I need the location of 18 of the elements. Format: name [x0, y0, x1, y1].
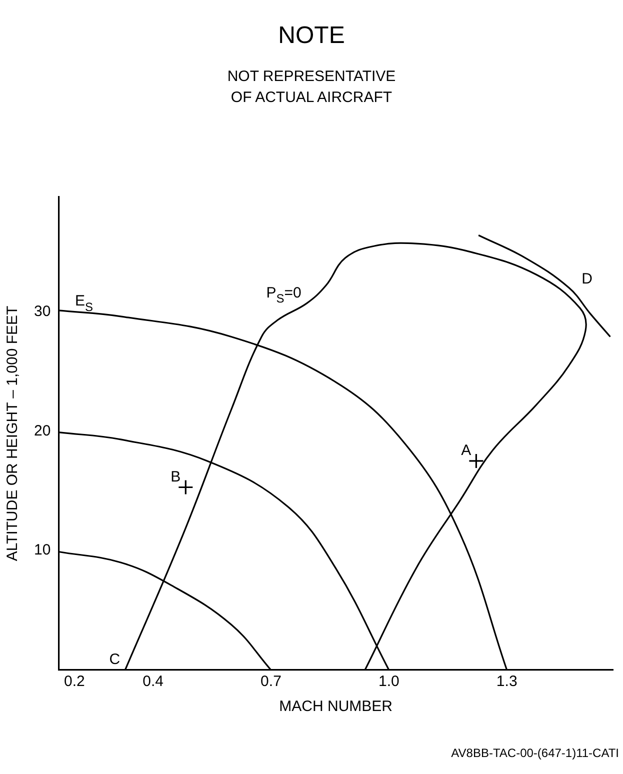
- annotation: A: [461, 442, 472, 459]
- line-series: [478, 234, 612, 338]
- x-tick-label: 1.3: [496, 673, 518, 690]
- y-tick-label: 20: [34, 422, 51, 440]
- x-axis-title: MACH NUMBER: [279, 698, 393, 716]
- x-tick-label: 0.7: [260, 673, 282, 690]
- y-tick-label: 10: [34, 542, 51, 559]
- annotation: C: [109, 651, 120, 668]
- y-axis-title: ALTITUDE OR HEIGHT – 1,000 FEET: [4, 306, 22, 562]
- x-tick-label: 0.4: [142, 673, 164, 690]
- y-tick-label: 30: [34, 302, 51, 320]
- x-tick-label: 1.0: [378, 673, 400, 690]
- annotation: D: [582, 270, 593, 288]
- chart-subtitle: NOT REPRESENTATIVE OF ACTUAL AIRCRAFT: [226, 67, 397, 108]
- text: AV8BB-TAC-00-(647-1)11-CATI: [451, 746, 619, 760]
- chart-title: NOTE: [277, 22, 346, 50]
- annotation: B: [170, 468, 181, 486]
- x-tick-label: 0.2: [64, 673, 85, 690]
